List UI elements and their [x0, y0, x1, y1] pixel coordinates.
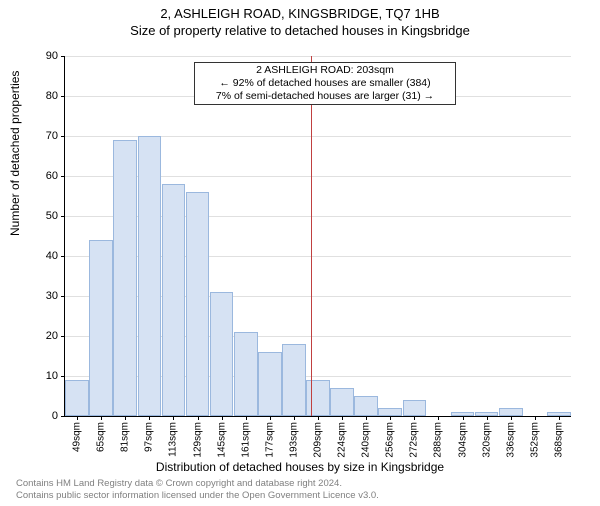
xtick-mark — [342, 416, 343, 420]
xtick-mark — [198, 416, 199, 420]
xtick-label: 224sqm — [337, 422, 348, 458]
histogram-bar — [403, 400, 427, 416]
histogram-bar — [306, 380, 330, 416]
ytick-mark — [61, 256, 65, 257]
xtick-mark — [414, 416, 415, 420]
xtick-mark — [390, 416, 391, 420]
xtick-label: 145sqm — [216, 422, 227, 458]
xtick-mark — [149, 416, 150, 420]
xtick-mark — [366, 416, 367, 420]
footer-line-1: Contains HM Land Registry data © Crown c… — [16, 478, 379, 490]
xtick-label: 129sqm — [192, 422, 203, 458]
xtick-label: 177sqm — [264, 422, 275, 458]
xtick-label: 65sqm — [96, 422, 107, 452]
xtick-label: 161sqm — [240, 422, 251, 458]
histogram-bar — [162, 184, 186, 416]
gridline-h — [65, 56, 571, 57]
xtick-mark — [294, 416, 295, 420]
xtick-label: 336sqm — [505, 422, 516, 458]
xtick-label: 256sqm — [385, 422, 396, 458]
ytick-label: 80 — [28, 90, 58, 102]
xtick-label: 320sqm — [481, 422, 492, 458]
histogram-bar — [89, 240, 113, 416]
xtick-mark — [463, 416, 464, 420]
ytick-mark — [61, 176, 65, 177]
ytick-label: 60 — [28, 170, 58, 182]
chart-area: 49sqm65sqm81sqm97sqm113sqm129sqm145sqm16… — [64, 56, 570, 416]
xtick-mark — [318, 416, 319, 420]
xtick-label: 352sqm — [529, 422, 540, 458]
ytick-label: 90 — [28, 50, 58, 62]
annotation-box: 2 ASHLEIGH ROAD: 203sqm ← 92% of detache… — [194, 62, 456, 105]
xtick-label: 288sqm — [433, 422, 444, 458]
ytick-mark — [61, 416, 65, 417]
histogram-bar — [138, 136, 162, 416]
address-title: 2, ASHLEIGH ROAD, KINGSBRIDGE, TQ7 1HB — [0, 6, 600, 21]
ytick-label: 70 — [28, 130, 58, 142]
reference-line — [311, 56, 312, 416]
annotation-line-3: 7% of semi-detached houses are larger (3… — [199, 90, 451, 103]
y-axis-label: Number of detached properties — [8, 71, 22, 236]
footer-attribution: Contains HM Land Registry data © Crown c… — [16, 478, 379, 502]
ytick-mark — [61, 376, 65, 377]
xtick-mark — [125, 416, 126, 420]
xtick-mark — [246, 416, 247, 420]
histogram-bar — [113, 140, 137, 416]
histogram-bar — [330, 388, 354, 416]
xtick-label: 49sqm — [72, 422, 83, 452]
xtick-mark — [438, 416, 439, 420]
xtick-mark — [535, 416, 536, 420]
xtick-label: 113sqm — [168, 422, 179, 457]
xtick-label: 193sqm — [288, 422, 299, 458]
histogram-bar — [354, 396, 378, 416]
ytick-label: 10 — [28, 370, 58, 382]
ytick-mark — [61, 216, 65, 217]
xtick-label: 97sqm — [144, 422, 155, 452]
xtick-mark — [77, 416, 78, 420]
xtick-label: 368sqm — [553, 422, 564, 458]
ytick-label: 20 — [28, 330, 58, 342]
xtick-mark — [559, 416, 560, 420]
xtick-mark — [511, 416, 512, 420]
histogram-bar — [234, 332, 258, 416]
ytick-mark — [61, 296, 65, 297]
ytick-label: 0 — [28, 410, 58, 422]
ytick-mark — [61, 56, 65, 57]
ytick-label: 50 — [28, 210, 58, 222]
ytick-label: 30 — [28, 290, 58, 302]
histogram-bar — [186, 192, 210, 416]
annotation-line-1: 2 ASHLEIGH ROAD: 203sqm — [199, 64, 451, 77]
plot-region: 49sqm65sqm81sqm97sqm113sqm129sqm145sqm16… — [64, 56, 571, 417]
chart-subtitle: Size of property relative to detached ho… — [0, 23, 600, 38]
histogram-bar — [499, 408, 523, 416]
xtick-label: 81sqm — [120, 422, 131, 452]
footer-line-2: Contains public sector information licen… — [16, 490, 379, 502]
histogram-bar — [258, 352, 282, 416]
xtick-label: 304sqm — [457, 422, 468, 458]
histogram-bar — [210, 292, 234, 416]
xtick-label: 240sqm — [361, 422, 372, 458]
xtick-label: 272sqm — [409, 422, 420, 458]
xtick-label: 209sqm — [313, 422, 324, 458]
annotation-line-2: ← 92% of detached houses are smaller (38… — [199, 77, 451, 90]
xtick-mark — [222, 416, 223, 420]
xtick-mark — [101, 416, 102, 420]
xtick-mark — [270, 416, 271, 420]
histogram-bar — [282, 344, 306, 416]
histogram-bar — [378, 408, 402, 416]
ytick-mark — [61, 336, 65, 337]
ytick-mark — [61, 136, 65, 137]
histogram-bar — [65, 380, 89, 416]
xtick-mark — [487, 416, 488, 420]
xtick-mark — [173, 416, 174, 420]
ytick-mark — [61, 96, 65, 97]
x-axis-label: Distribution of detached houses by size … — [0, 460, 600, 474]
ytick-label: 40 — [28, 250, 58, 262]
